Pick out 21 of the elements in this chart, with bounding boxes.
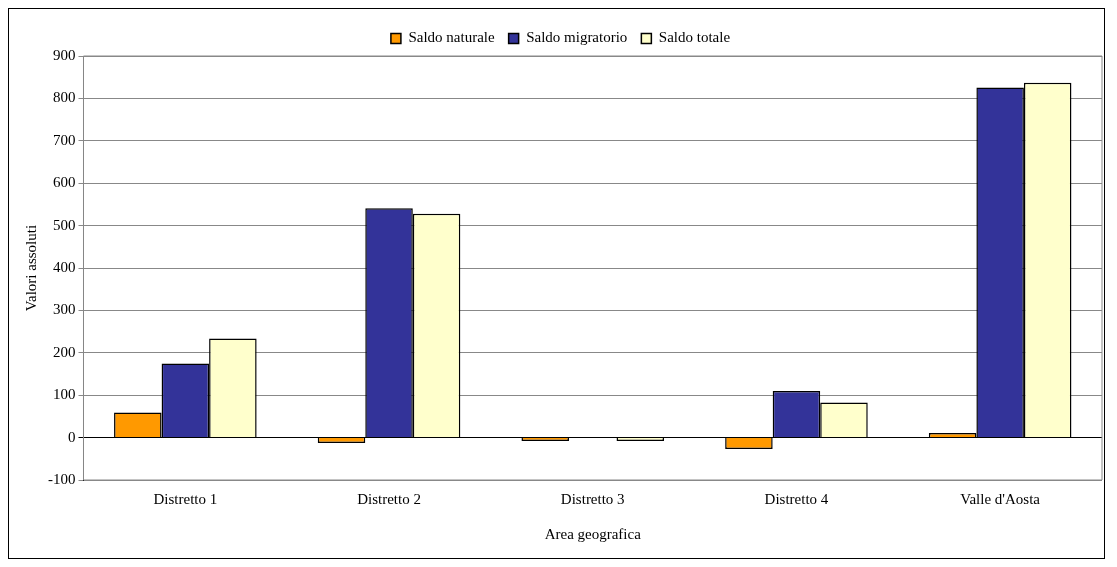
x-tick-label: Distretto 1	[153, 490, 218, 507]
y-axis-title: Valori assoluti	[22, 224, 39, 312]
x-tick-label: Distretto 4	[764, 490, 829, 507]
legend-label: Saldo migratorio	[526, 29, 628, 46]
y-tick-label: 500	[53, 216, 76, 233]
x-axis-title: Area geografica	[544, 525, 642, 542]
y-tick-label: 0	[68, 428, 76, 445]
x-tick-label: Valle d'Aosta	[960, 490, 1041, 507]
y-tick-label: 600	[53, 174, 76, 191]
legend-label: Saldo naturale	[408, 29, 495, 46]
y-tick-label: 400	[53, 258, 76, 275]
x-tick-label: Distretto 2	[357, 490, 421, 507]
y-tick-label: 100	[53, 386, 76, 403]
x-tick-label: Distretto 3	[560, 490, 625, 507]
y-tick-label: 300	[53, 301, 76, 318]
y-tick-label: 200	[53, 343, 76, 360]
legend-label: Saldo totale	[658, 29, 731, 46]
y-tick-label: 800	[53, 89, 76, 106]
y-tick-label: -100	[48, 470, 76, 487]
y-tick-label: 700	[53, 131, 76, 148]
y-tick-label: 900	[53, 46, 76, 63]
